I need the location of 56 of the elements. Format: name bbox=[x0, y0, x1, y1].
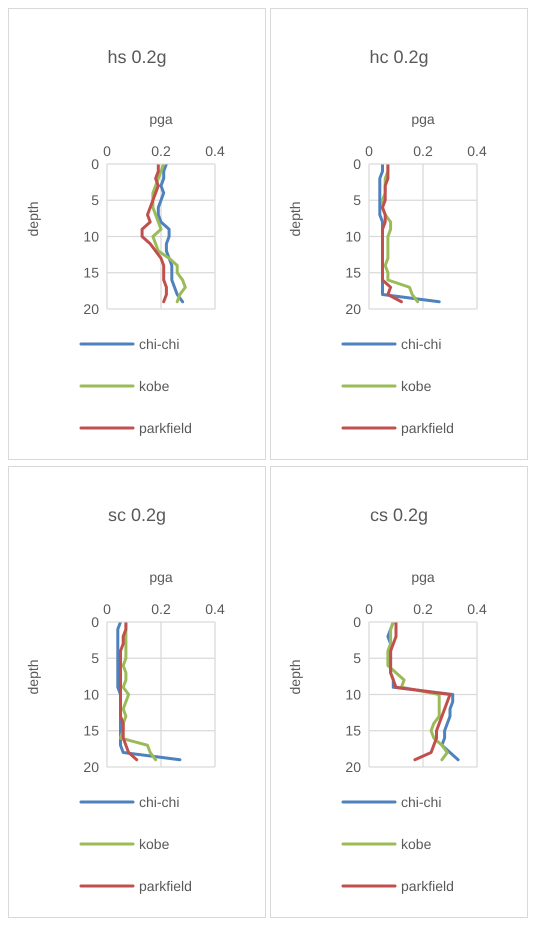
legend-label: parkfield bbox=[139, 420, 192, 436]
legend-label: parkfield bbox=[401, 878, 454, 894]
legend-label: chi-chi bbox=[139, 336, 180, 352]
x-axis-title: pga bbox=[149, 568, 173, 585]
y-tick-label: 20 bbox=[83, 300, 100, 317]
y-tick-label: 5 bbox=[353, 650, 362, 666]
chart-title: hs 0.2g bbox=[106, 46, 168, 69]
y-tick-label: 10 bbox=[83, 686, 100, 702]
y-tick-label: 15 bbox=[345, 722, 362, 739]
y-tick-label: 5 bbox=[91, 192, 100, 208]
y-axis-title: depth bbox=[286, 201, 303, 236]
y-axis-title: depth bbox=[24, 201, 41, 236]
y-tick-label: 15 bbox=[345, 264, 362, 281]
y-tick-label: 10 bbox=[345, 686, 362, 702]
y-tick-label: 20 bbox=[83, 758, 100, 775]
legend-label: chi-chi bbox=[139, 794, 180, 810]
x-tick-label: 0 bbox=[103, 601, 112, 617]
y-tick-label: 10 bbox=[345, 228, 362, 244]
chart-title: sc 0.2g bbox=[106, 504, 168, 527]
x-tick-label: 0.2 bbox=[151, 601, 171, 617]
y-tick-label: 15 bbox=[83, 722, 100, 739]
x-tick-label: 0 bbox=[365, 601, 374, 617]
y-tick-label: 5 bbox=[91, 650, 100, 666]
x-axis-title: pga bbox=[149, 110, 173, 127]
x-axis-title: pga bbox=[411, 568, 435, 585]
x-tick-label: 0.2 bbox=[413, 143, 433, 159]
y-tick-label: 20 bbox=[345, 758, 362, 775]
x-axis-title: pga bbox=[411, 110, 435, 127]
x-tick-label: 0.4 bbox=[467, 143, 487, 159]
legend-label: chi-chi bbox=[401, 794, 442, 810]
legend-label: kobe bbox=[401, 378, 432, 394]
y-tick-label: 0 bbox=[353, 156, 362, 172]
y-tick-label: 20 bbox=[345, 300, 362, 317]
legend-label: chi-chi bbox=[401, 336, 442, 352]
x-tick-label: 0 bbox=[365, 143, 374, 159]
y-axis-title: depth bbox=[24, 659, 41, 694]
x-tick-label: 0.4 bbox=[205, 143, 225, 159]
y-axis-title: depth bbox=[286, 659, 303, 694]
x-tick-label: 0.2 bbox=[151, 143, 171, 159]
x-tick-label: 0.4 bbox=[205, 601, 225, 617]
legend-label: kobe bbox=[139, 836, 170, 852]
chart-title: hc 0.2g bbox=[368, 46, 430, 69]
y-tick-label: 0 bbox=[353, 614, 362, 630]
y-tick-label: 0 bbox=[91, 156, 100, 172]
y-tick-label: 5 bbox=[353, 192, 362, 208]
legend-label: parkfield bbox=[139, 878, 192, 894]
x-tick-label: 0 bbox=[103, 143, 112, 159]
legend-label: kobe bbox=[139, 378, 170, 394]
y-tick-label: 0 bbox=[91, 614, 100, 630]
y-tick-label: 15 bbox=[83, 264, 100, 281]
y-tick-label: 10 bbox=[83, 228, 100, 244]
chart-title: cs 0.2g bbox=[368, 504, 430, 527]
x-tick-label: 0.4 bbox=[467, 601, 487, 617]
legend-label: kobe bbox=[401, 836, 432, 852]
legend-label: parkfield bbox=[401, 420, 454, 436]
x-tick-label: 0.2 bbox=[413, 601, 433, 617]
